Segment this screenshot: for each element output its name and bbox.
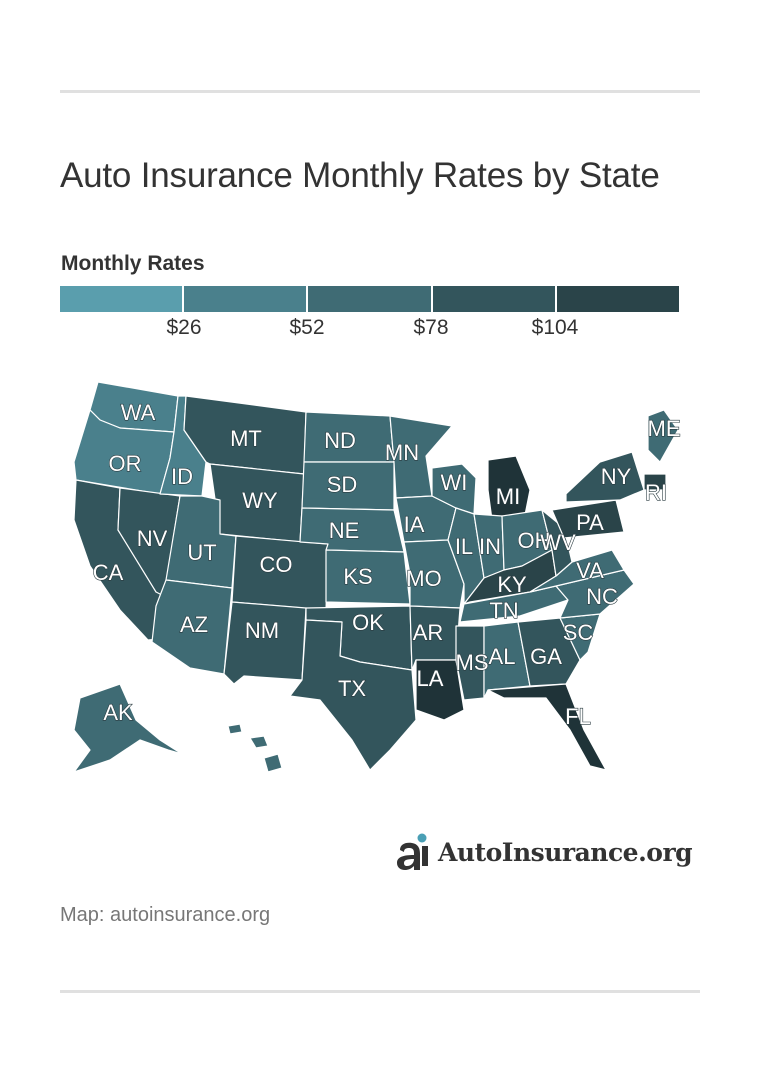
legend-tick: $52 bbox=[289, 316, 325, 339]
state-label-mo: MO bbox=[406, 566, 441, 591]
state-label-ne: NE bbox=[329, 518, 360, 543]
state-pa[interactable] bbox=[551, 499, 625, 539]
legend-tick: $104 bbox=[531, 316, 579, 339]
state-label-ak: AK bbox=[103, 700, 133, 725]
legend-segment bbox=[60, 286, 185, 312]
legend-segment bbox=[308, 286, 433, 312]
state-label-mn: MN bbox=[385, 440, 419, 465]
state-label-nv: NV bbox=[137, 526, 168, 551]
legend-title: Monthly Rates bbox=[61, 252, 205, 275]
state-label-ut: UT bbox=[187, 540, 216, 565]
state-label-la: LA bbox=[417, 666, 444, 691]
state-label-ks: KS bbox=[343, 564, 372, 589]
legend-tick: $26 bbox=[166, 316, 202, 339]
state-label-mi: MI bbox=[496, 484, 520, 509]
state-label-pa: PA bbox=[576, 510, 604, 535]
state-label-mt: MT bbox=[230, 426, 262, 451]
legend-segment bbox=[556, 286, 680, 312]
state-label-me: ME bbox=[648, 416, 681, 441]
state-nm[interactable] bbox=[223, 601, 307, 685]
state-label-al: AL bbox=[489, 644, 516, 669]
state-label-wa: WA bbox=[121, 400, 156, 425]
state-la[interactable] bbox=[415, 659, 465, 721]
state-az[interactable] bbox=[151, 579, 233, 675]
bottom-divider bbox=[60, 990, 700, 993]
state-label-az: AZ bbox=[180, 612, 208, 637]
state-label-sc: SC bbox=[563, 620, 594, 645]
legend-segment bbox=[184, 286, 309, 312]
brand-logo: AutoInsurance.org bbox=[396, 832, 693, 872]
state-ri[interactable] bbox=[643, 473, 667, 491]
autoinsurance-logo-icon bbox=[397, 833, 428, 870]
state-label-il: IL bbox=[455, 534, 473, 559]
map-title: Auto Insurance Monthly Rates by State bbox=[60, 156, 660, 195]
state-me[interactable] bbox=[647, 409, 679, 463]
state-label-ga: GA bbox=[530, 644, 562, 669]
state-fl[interactable] bbox=[487, 683, 607, 771]
state-label-ny: NY bbox=[601, 464, 632, 489]
state-label-ia: IA bbox=[404, 512, 425, 537]
us-state-map: WA OR CA NV ID MT WY UT AZ CO NM ND SD NE KS OK TX MN IA MO… bbox=[73, 381, 681, 773]
state-label-nm: NM bbox=[245, 618, 279, 643]
state-label-nd: ND bbox=[324, 428, 356, 453]
legend-segment bbox=[432, 286, 557, 312]
map-source: Map: autoinsurance.org bbox=[60, 904, 271, 926]
legend-tick: $78 bbox=[413, 316, 449, 339]
state-label-ms: MS bbox=[456, 650, 489, 675]
state-label-sd: SD bbox=[327, 472, 358, 497]
state-label-nc: NC bbox=[586, 584, 618, 609]
state-ms[interactable] bbox=[455, 625, 485, 701]
state-label-id: ID bbox=[171, 464, 193, 489]
state-label-tn: TN bbox=[489, 598, 518, 623]
state-label-oh: OH bbox=[518, 528, 551, 553]
state-label-ok: OK bbox=[352, 610, 384, 635]
logo-text: AutoInsurance.org bbox=[438, 837, 693, 867]
state-label-ca: CA bbox=[93, 560, 124, 585]
state-label-wy: WY bbox=[242, 488, 278, 513]
state-label-ky: KY bbox=[497, 572, 527, 597]
state-hi[interactable] bbox=[227, 723, 283, 773]
state-label-ar: AR bbox=[413, 620, 444, 645]
state-label-wi: WI bbox=[441, 470, 468, 495]
top-divider bbox=[60, 90, 700, 93]
state-label-co: CO bbox=[260, 552, 293, 577]
state-label-va: VA bbox=[576, 558, 604, 583]
state-label-ri: RI bbox=[645, 480, 667, 505]
state-label-or: OR bbox=[109, 451, 142, 476]
legend-color-scale bbox=[60, 286, 680, 312]
state-label-wv: WV bbox=[540, 530, 576, 555]
state-tx[interactable] bbox=[289, 619, 417, 771]
state-label-tx: TX bbox=[338, 676, 366, 701]
state-label-fl: FL bbox=[565, 704, 591, 729]
state-ak[interactable] bbox=[73, 683, 183, 773]
state-ga[interactable] bbox=[517, 617, 581, 687]
state-label-in: IN bbox=[479, 534, 501, 559]
